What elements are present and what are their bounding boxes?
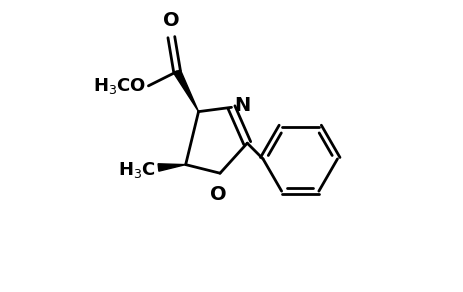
Polygon shape xyxy=(174,70,199,112)
Text: H$_3$CO: H$_3$CO xyxy=(93,76,146,96)
Polygon shape xyxy=(158,164,186,171)
Text: N: N xyxy=(234,96,250,115)
Text: O: O xyxy=(163,11,180,30)
Text: O: O xyxy=(210,185,227,204)
Text: H$_3$C: H$_3$C xyxy=(119,160,156,180)
